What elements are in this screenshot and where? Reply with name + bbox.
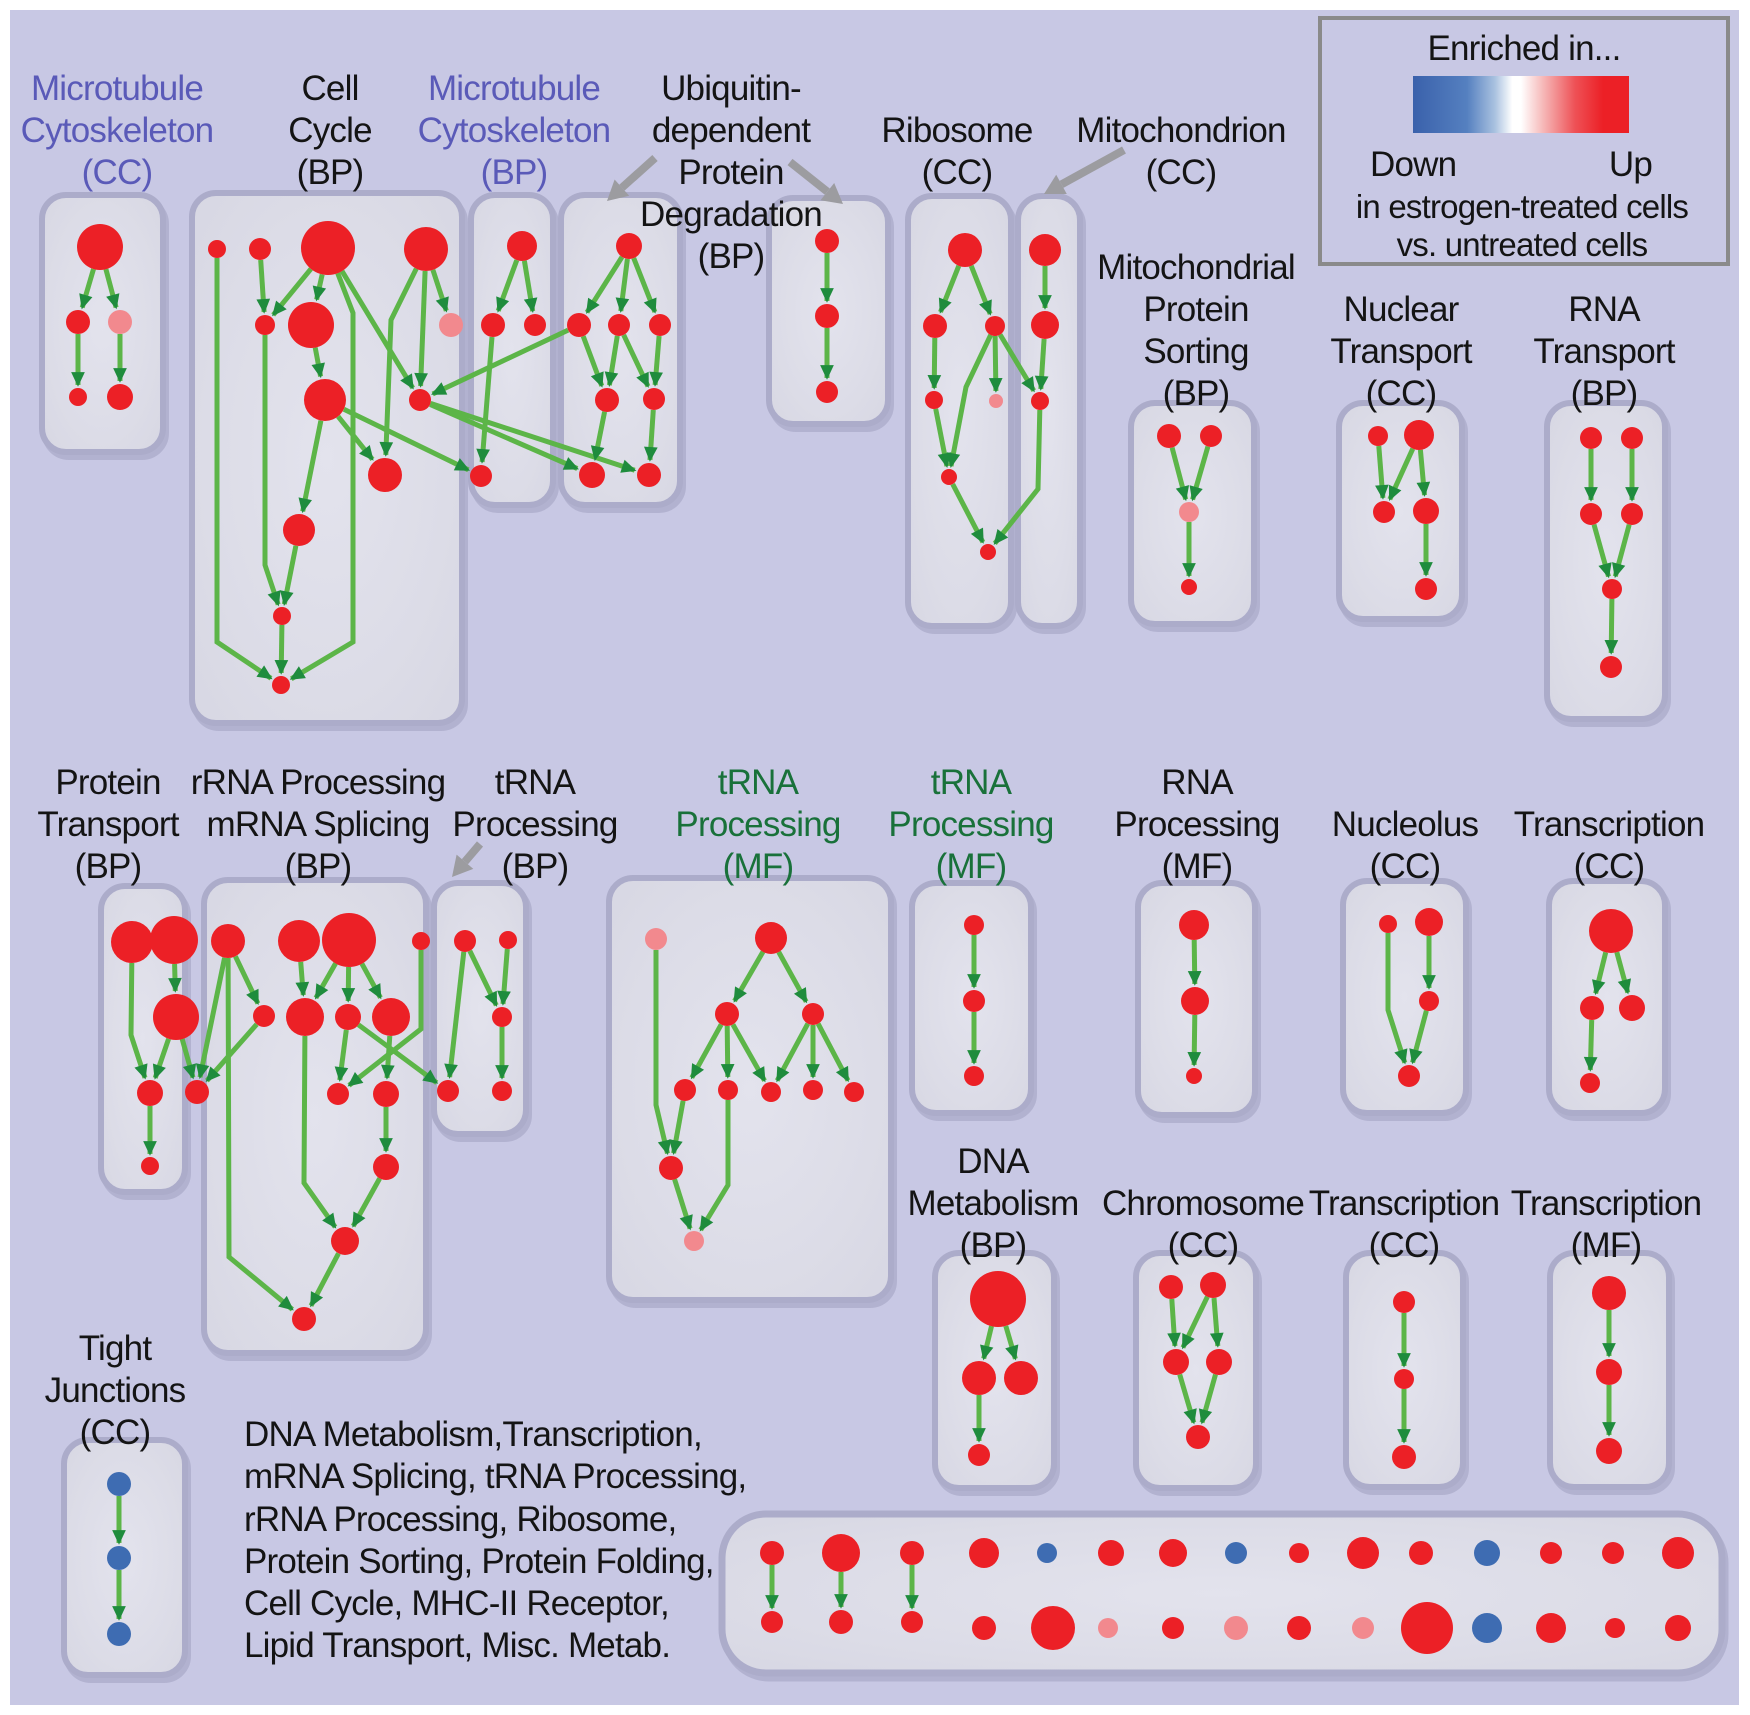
svg-text:(CC): (CC)	[1168, 1226, 1239, 1265]
svg-text:Down: Down	[1370, 145, 1456, 184]
svg-text:vs. untreated cells: vs. untreated cells	[1397, 226, 1648, 263]
svg-text:RNA: RNA	[1568, 290, 1641, 329]
svg-text:dependent: dependent	[652, 111, 811, 150]
svg-text:Transport: Transport	[1330, 332, 1472, 371]
svg-text:Cycle: Cycle	[288, 111, 372, 150]
svg-text:Tight: Tight	[79, 1329, 153, 1368]
svg-text:Mitochondrion: Mitochondrion	[1076, 111, 1285, 150]
svg-text:Transcription: Transcription	[1309, 1184, 1500, 1223]
svg-text:Protein: Protein	[55, 763, 160, 802]
svg-text:(MF): (MF)	[1571, 1226, 1642, 1265]
svg-text:(CC): (CC)	[80, 1413, 151, 1452]
svg-text:Cytoskeleton: Cytoskeleton	[418, 111, 611, 150]
svg-text:tRNA: tRNA	[931, 763, 1013, 802]
svg-text:Transcription: Transcription	[1514, 805, 1705, 844]
svg-text:Junctions: Junctions	[45, 1371, 186, 1410]
svg-text:in estrogen-treated cells: in estrogen-treated cells	[1356, 188, 1688, 225]
svg-text:tRNA: tRNA	[495, 763, 577, 802]
svg-text:(MF): (MF)	[936, 847, 1007, 886]
svg-text:(MF): (MF)	[1162, 847, 1233, 886]
svg-text:Mitochondrial: Mitochondrial	[1097, 248, 1295, 287]
svg-text:Processing: Processing	[675, 805, 840, 844]
svg-text:(CC): (CC)	[1369, 1226, 1440, 1265]
svg-text:rRNA Processing: rRNA Processing	[191, 763, 445, 802]
svg-text:(BP): (BP)	[75, 847, 142, 886]
svg-text:Degradation: Degradation	[640, 195, 822, 234]
svg-text:(BP): (BP)	[285, 847, 352, 886]
svg-text:(BP): (BP)	[502, 847, 569, 886]
svg-text:Up: Up	[1609, 145, 1652, 184]
svg-text:rRNA Processing, Ribosome,: rRNA Processing, Ribosome,	[244, 1500, 676, 1539]
svg-text:Protein: Protein	[1143, 290, 1248, 329]
svg-text:Chromosome: Chromosome	[1102, 1184, 1304, 1223]
svg-text:(CC): (CC)	[922, 153, 993, 192]
svg-text:mRNA Splicing: mRNA Splicing	[206, 805, 429, 844]
svg-text:(BP): (BP)	[960, 1226, 1027, 1265]
svg-text:Protein: Protein	[678, 153, 783, 192]
svg-text:Transport: Transport	[1533, 332, 1675, 371]
svg-text:(CC): (CC)	[82, 153, 153, 192]
svg-text:Transport: Transport	[37, 805, 179, 844]
svg-text:Processing: Processing	[452, 805, 617, 844]
svg-text:(BP): (BP)	[297, 153, 364, 192]
svg-text:(CC): (CC)	[1366, 374, 1437, 413]
svg-text:Processing: Processing	[1114, 805, 1279, 844]
svg-text:DNA: DNA	[957, 1142, 1030, 1181]
svg-text:(BP): (BP)	[698, 237, 765, 276]
svg-text:Transcription: Transcription	[1511, 1184, 1702, 1223]
svg-text:(CC): (CC)	[1370, 847, 1441, 886]
svg-text:(CC): (CC)	[1146, 153, 1217, 192]
svg-text:Microtubule: Microtubule	[428, 69, 600, 108]
svg-text:Sorting: Sorting	[1143, 332, 1248, 371]
svg-text:tRNA: tRNA	[718, 763, 800, 802]
svg-text:RNA: RNA	[1161, 763, 1234, 802]
svg-text:mRNA Splicing, tRNA Processing: mRNA Splicing, tRNA Processing,	[244, 1457, 746, 1496]
svg-text:Cell: Cell	[301, 69, 358, 108]
svg-text:Ubiquitin-: Ubiquitin-	[661, 69, 801, 108]
svg-text:Cytoskeleton: Cytoskeleton	[21, 111, 214, 150]
svg-text:Microtubule: Microtubule	[31, 69, 203, 108]
svg-text:(BP): (BP)	[481, 153, 548, 192]
svg-text:Nucleolus: Nucleolus	[1332, 805, 1479, 844]
svg-text:(CC): (CC)	[1574, 847, 1645, 886]
svg-text:(MF): (MF)	[723, 847, 794, 886]
svg-text:Protein Sorting, Protein Foldi: Protein Sorting, Protein Folding,	[244, 1542, 714, 1581]
svg-text:(BP): (BP)	[1571, 374, 1638, 413]
svg-text:Lipid Transport, Misc. Metab.: Lipid Transport, Misc. Metab.	[244, 1626, 670, 1665]
svg-text:Metabolism: Metabolism	[908, 1184, 1079, 1223]
svg-text:Enriched in...: Enriched in...	[1427, 29, 1620, 68]
svg-text:Cell Cycle, MHC-II Receptor,: Cell Cycle, MHC-II Receptor,	[244, 1584, 669, 1623]
svg-text:DNA Metabolism,Transcription,: DNA Metabolism,Transcription,	[244, 1415, 702, 1454]
svg-text:Ribosome: Ribosome	[881, 111, 1032, 150]
svg-text:Processing: Processing	[888, 805, 1053, 844]
svg-text:Nuclear: Nuclear	[1343, 290, 1459, 329]
svg-text:(BP): (BP)	[1163, 374, 1230, 413]
